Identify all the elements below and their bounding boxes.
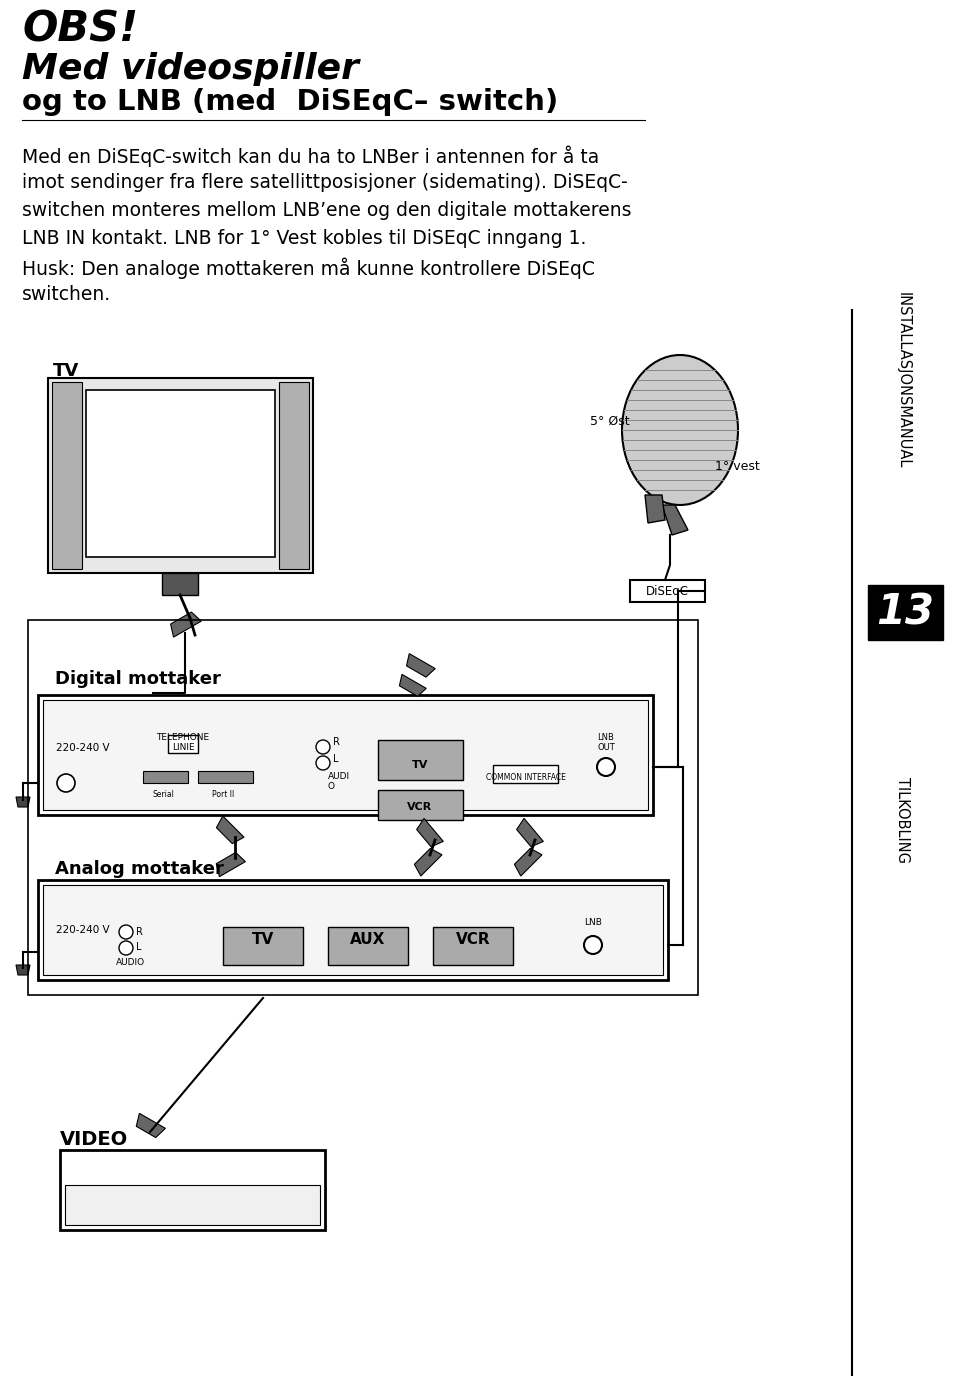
Bar: [279, 383, 309, 570]
Text: 1° vest: 1° vest: [715, 460, 759, 473]
Text: 220-240 V: 220-240 V: [57, 743, 109, 753]
Bar: [43, 700, 648, 810]
Bar: [630, 581, 705, 603]
Bar: [378, 790, 463, 820]
Text: INSTALLASJONSMANUAL: INSTALLASJONSMANUAL: [896, 292, 910, 468]
Polygon shape: [16, 965, 30, 976]
Text: AUX: AUX: [350, 932, 386, 947]
Text: R: R: [333, 738, 340, 747]
Polygon shape: [171, 612, 202, 637]
Bar: [86, 389, 275, 557]
Bar: [52, 383, 82, 570]
Text: AUDI
O: AUDI O: [328, 772, 350, 791]
Text: LNB: LNB: [584, 918, 602, 927]
Text: switchen.: switchen.: [22, 285, 111, 304]
Text: Analog mottaker: Analog mottaker: [55, 860, 224, 878]
Ellipse shape: [622, 355, 738, 505]
Polygon shape: [415, 849, 442, 877]
Bar: [65, 1185, 320, 1225]
Text: VCR: VCR: [407, 802, 433, 812]
Text: Med videospiller: Med videospiller: [22, 52, 359, 87]
Circle shape: [57, 775, 75, 793]
Bar: [223, 927, 303, 965]
Text: switchen monteres mellom LNB’ene og den digitale mottakerens: switchen monteres mellom LNB’ene og den …: [22, 201, 632, 220]
Polygon shape: [645, 495, 665, 523]
Text: TV: TV: [412, 760, 428, 771]
Bar: [198, 771, 253, 783]
Bar: [328, 927, 408, 965]
Text: L: L: [136, 943, 141, 952]
Text: LNB IN kontakt. LNB for 1° Vest kobles til DiSEqC inngang 1.: LNB IN kontakt. LNB for 1° Vest kobles t…: [22, 228, 587, 248]
Polygon shape: [516, 819, 543, 846]
Bar: [38, 695, 653, 815]
Bar: [162, 572, 198, 594]
Text: 5° Øst: 5° Øst: [590, 416, 630, 428]
Polygon shape: [216, 853, 246, 877]
Text: TILKOBLING: TILKOBLING: [896, 777, 910, 863]
Text: imot sendinger fra flere satellittposisjoner (sidemating). DiSEqC-: imot sendinger fra flere satellittposisj…: [22, 173, 628, 193]
Bar: [38, 881, 668, 980]
Text: Serial: Serial: [152, 790, 174, 799]
Bar: [28, 621, 698, 995]
Circle shape: [597, 758, 615, 776]
Text: 220-240 V: 220-240 V: [57, 925, 109, 936]
Text: Med en DiSEqC-switch kan du ha to LNBer i antennen for å ta: Med en DiSEqC-switch kan du ha to LNBer …: [22, 144, 599, 166]
Polygon shape: [662, 505, 688, 535]
Bar: [48, 378, 313, 572]
Bar: [143, 771, 188, 783]
Text: Digital mottaker: Digital mottaker: [55, 670, 221, 688]
Text: DiSEqC: DiSEqC: [645, 585, 688, 597]
Text: og to LNB (med  DiSEqC– switch): og to LNB (med DiSEqC– switch): [22, 88, 559, 116]
Circle shape: [316, 740, 330, 754]
Polygon shape: [399, 674, 426, 696]
Text: LNB
OUT: LNB OUT: [597, 733, 614, 753]
Text: VIDEO: VIDEO: [60, 1130, 129, 1149]
Bar: [868, 585, 943, 640]
Text: AUDIO: AUDIO: [116, 958, 145, 967]
Polygon shape: [216, 816, 244, 843]
Bar: [433, 927, 513, 965]
Text: VCR: VCR: [456, 932, 491, 947]
Text: Port II: Port II: [212, 790, 234, 799]
Bar: [493, 765, 558, 783]
Circle shape: [119, 925, 133, 938]
Text: 13: 13: [876, 592, 934, 633]
Bar: [378, 740, 463, 780]
Text: OBS!: OBS!: [22, 8, 138, 50]
Text: TV: TV: [53, 362, 80, 380]
Polygon shape: [417, 819, 444, 846]
Text: R: R: [136, 927, 143, 937]
Text: Husk: Den analoge mottakeren må kunne kontrollere DiSEqC: Husk: Den analoge mottakeren må kunne ko…: [22, 257, 595, 278]
Text: TELEPHONE
LINIE: TELEPHONE LINIE: [156, 733, 209, 753]
Polygon shape: [136, 1113, 165, 1138]
Circle shape: [316, 755, 330, 771]
Polygon shape: [16, 797, 30, 806]
Bar: [60, 1150, 325, 1230]
Text: TV: TV: [252, 932, 275, 947]
Text: COMMON INTERFACE: COMMON INTERFACE: [486, 773, 566, 782]
Polygon shape: [406, 654, 435, 677]
Polygon shape: [515, 849, 542, 877]
Bar: [168, 735, 198, 753]
Circle shape: [119, 941, 133, 955]
Bar: [43, 885, 663, 976]
Circle shape: [584, 936, 602, 954]
Text: L: L: [333, 754, 339, 764]
